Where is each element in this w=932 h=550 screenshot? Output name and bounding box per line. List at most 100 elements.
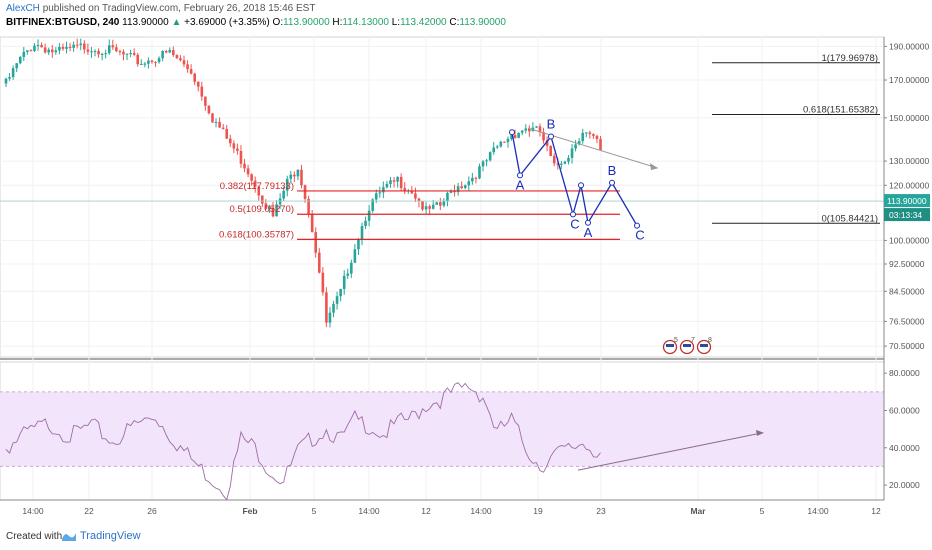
time-tick-label: 19 (533, 506, 543, 516)
candle-body (542, 132, 545, 141)
rsi-band-fill (0, 391, 884, 467)
last-price-tag (884, 194, 930, 208)
author-link[interactable]: AlexCH (6, 3, 40, 14)
candle-body (107, 45, 111, 54)
rsi-band (0, 391, 884, 467)
candle-body (392, 180, 396, 182)
candle-body (221, 127, 225, 129)
last-price-tag-label: 113.90000 (887, 196, 927, 206)
rsi-tick-label: 40.0000 (889, 443, 920, 453)
candle-body (268, 207, 271, 209)
time-tick-label: 5 (760, 506, 765, 516)
candle-body (36, 44, 40, 46)
wave-label: C (635, 228, 644, 243)
rsi-tick-label: 60.0000 (889, 405, 920, 415)
candle-body (115, 47, 118, 52)
candle-body (214, 122, 218, 124)
candle-body (471, 177, 474, 182)
publish-line: AlexCH published on TradingView.com, Feb… (6, 3, 315, 14)
candle-body (357, 239, 360, 250)
candle-body (495, 146, 499, 148)
candle-body (350, 262, 353, 274)
candle-body (72, 44, 75, 48)
candle-body (595, 135, 599, 140)
candle-body (353, 249, 357, 263)
price-tick-label: 70.50000 (889, 341, 925, 351)
candle-body (414, 193, 417, 199)
publish-text: published on TradingView.com, February 2… (42, 3, 316, 14)
rsi-trend-arrow-icon (756, 429, 764, 436)
candle-body (100, 53, 104, 55)
candle-body (122, 51, 125, 55)
candle-body (310, 214, 314, 233)
candle-body (253, 180, 257, 187)
price-tick-label: 170.00000 (889, 75, 929, 85)
event-flag-stripe (666, 344, 674, 347)
candle-body (293, 174, 296, 177)
ohlc-line: BITFINEX:BTGUSD, 240 113.90000 ▲ +3.6900… (6, 17, 506, 28)
chart-canvas[interactable]: 0.382(117.79133) 0.5(109.05270) 0.618(100.… (0, 0, 932, 524)
candle-body (22, 51, 26, 57)
candle-body (189, 69, 193, 74)
candle-body (204, 96, 207, 106)
wave-point (548, 133, 554, 140)
candle-body (424, 206, 428, 210)
price-pane-frame (0, 36, 885, 358)
time-tick-label: 23 (596, 506, 606, 516)
candle-body (228, 138, 232, 144)
event-count-label: 8 (708, 337, 712, 344)
chart-axes: 190.00000170.00000150.00000130.00000120.… (0, 37, 930, 516)
candle-body (90, 51, 93, 53)
created-with-text: Created with (6, 531, 63, 542)
fib-extension-label: 0.618(151.65382) (803, 105, 878, 116)
wave-point (585, 219, 591, 226)
candle-body (29, 50, 33, 52)
candle-body (196, 81, 200, 87)
candle-body (382, 187, 385, 193)
candle-body (524, 128, 528, 131)
candle-body (364, 220, 367, 227)
candle-body (421, 201, 424, 210)
tradingview-link[interactable]: TradingView (80, 530, 141, 542)
candle-body (314, 232, 318, 253)
candle-body (300, 169, 303, 186)
candle-body (79, 43, 83, 45)
wave-point (634, 222, 640, 229)
high-value: 114.13000 (342, 17, 389, 28)
candle-body (410, 190, 414, 194)
candle-body (75, 44, 79, 46)
candle-body (4, 78, 8, 84)
candle-body (161, 50, 164, 59)
candle-body (65, 46, 68, 49)
candle-body (296, 169, 300, 177)
candle-body (150, 60, 154, 62)
candle-body (417, 198, 421, 202)
candle-body (261, 195, 264, 204)
price-tick-label: 84.50000 (889, 286, 925, 296)
fib-extension-label: 1(179.96978) (821, 53, 878, 64)
fib-level-label: 0.5(109.05270) (230, 204, 294, 215)
candle-body (303, 185, 307, 199)
candle-body (225, 128, 229, 139)
wave-point (509, 129, 515, 136)
candle-body (86, 49, 90, 52)
open-label: O: (272, 17, 284, 28)
fib-level-label: 0.382(117.79133) (220, 181, 294, 192)
candle-body (449, 190, 453, 193)
candle-body (474, 177, 478, 179)
candle-body (136, 54, 140, 65)
candle-body (570, 148, 574, 158)
candle-body (61, 47, 65, 49)
open-value: 113.90000 (283, 17, 330, 28)
candle-body (460, 186, 463, 189)
candle-body (599, 139, 602, 151)
candle-body (218, 122, 221, 128)
candle-body (499, 141, 503, 147)
candle-body (285, 178, 289, 191)
candle-body (517, 132, 520, 138)
candle-body (360, 226, 364, 240)
candle-body (485, 160, 488, 162)
change-arrow-icon: ▲ (171, 17, 182, 28)
candle-body (257, 186, 261, 196)
candle-body (47, 49, 51, 53)
